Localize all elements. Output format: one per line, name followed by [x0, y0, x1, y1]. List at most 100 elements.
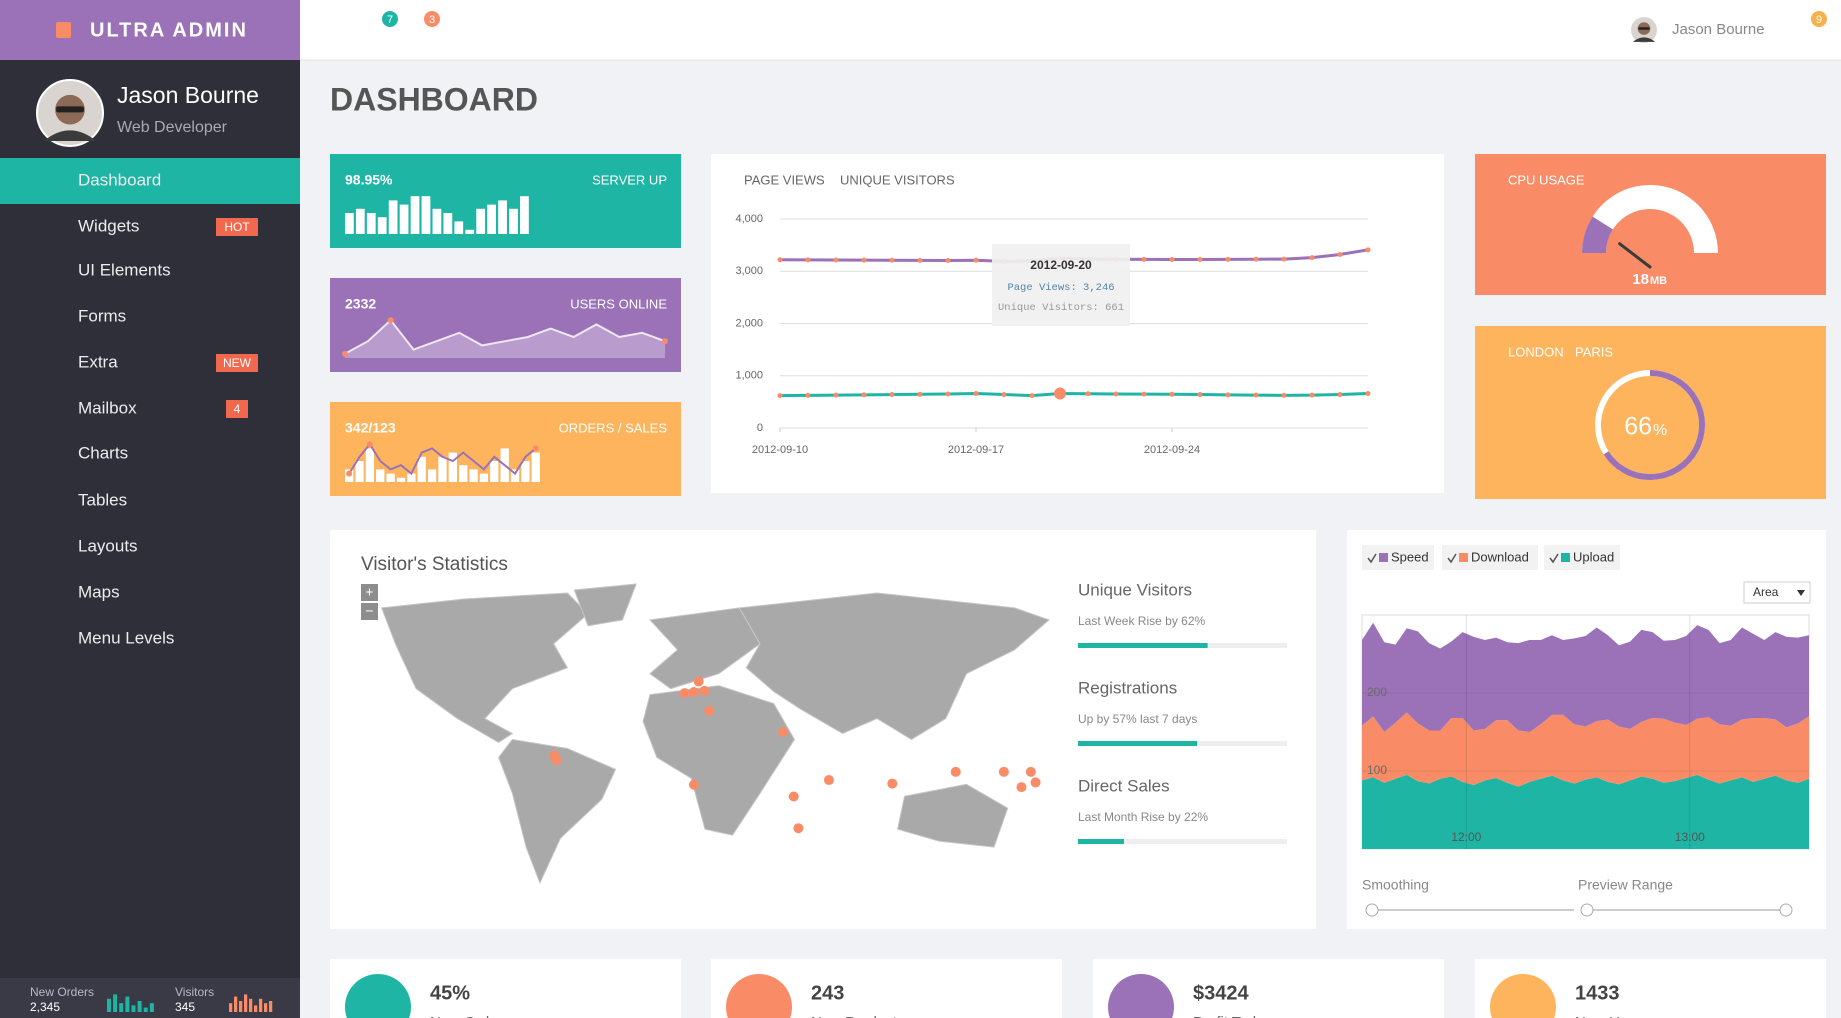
card-icon — [1108, 974, 1174, 1018]
zoom-button-text[interactable]: − — [365, 603, 373, 619]
legend-label[interactable]: Speed — [1391, 549, 1429, 564]
notification-badge[interactable] — [1811, 11, 1827, 27]
card-value: 45% — [430, 982, 470, 1004]
menu-item[interactable]: Mailbox 4 — [78, 398, 248, 418]
series-point — [1365, 391, 1371, 397]
mode-select[interactable] — [1743, 581, 1811, 604]
map-marker — [1025, 766, 1036, 777]
tile-bar — [345, 213, 354, 234]
weather-tab[interactable]: LONDON — [1508, 344, 1564, 359]
menu-label[interactable]: Menu Levels — [78, 628, 174, 647]
continent — [642, 685, 796, 836]
map-marker — [823, 775, 834, 786]
series-point — [889, 257, 895, 263]
footer-bar — [244, 994, 248, 1012]
tile-bar — [407, 473, 416, 482]
slider-handle[interactable] — [1779, 903, 1793, 917]
notification-count[interactable]: 9 — [1816, 14, 1822, 26]
menu-label[interactable]: Mailbox — [78, 398, 137, 417]
series-point — [777, 393, 783, 399]
legend-item[interactable]: Speed — [1362, 545, 1434, 570]
menu-label[interactable]: Dashboard — [78, 170, 161, 189]
legend-label[interactable]: UNIQUE VISITORS — [840, 172, 955, 187]
footer-bar — [264, 1003, 268, 1012]
tile-bar — [476, 208, 486, 234]
menu-item[interactable]: Tables — [78, 490, 127, 509]
menu-item[interactable]: Forms — [78, 306, 126, 325]
topbar-badge[interactable] — [382, 11, 398, 27]
topbar-badge-text[interactable]: 7 — [387, 14, 393, 26]
continent — [897, 783, 1009, 848]
menu-label[interactable]: Tables — [78, 490, 127, 509]
tile-bar — [498, 200, 507, 234]
map-marker — [704, 705, 715, 716]
menu-item[interactable]: Charts — [78, 443, 128, 462]
tile-value: 342/123 — [345, 420, 396, 436]
footer-bar — [259, 998, 263, 1012]
tile-bar — [365, 448, 375, 482]
menu-item[interactable]: Dashboard — [0, 158, 300, 204]
tooltip-bg — [992, 244, 1130, 326]
menu-item[interactable]: UI Elements — [78, 260, 171, 279]
footer-bar — [229, 1003, 233, 1012]
stat-tile: 98.95% SERVER UP — [330, 154, 681, 248]
slider-handle[interactable] — [1365, 903, 1379, 917]
tile-bar — [521, 461, 530, 482]
menu-label[interactable]: Maps — [78, 582, 120, 601]
tile-line — [348, 442, 537, 476]
menu-item[interactable]: Layouts — [78, 536, 138, 555]
menu-item[interactable]: Widgets HOT — [78, 216, 258, 236]
menu-item[interactable]: Menu Levels — [78, 628, 174, 647]
menu-label[interactable]: Extra — [78, 352, 118, 371]
slider-handle[interactable] — [1580, 903, 1594, 917]
menu-label[interactable]: Forms — [78, 306, 126, 325]
mode-select-text[interactable]: Area — [1753, 585, 1779, 599]
menu-badge-text: HOT — [224, 220, 250, 234]
series-point — [1197, 256, 1203, 262]
menu-label[interactable]: Widgets — [78, 216, 139, 235]
zoom-button-text[interactable]: + — [365, 584, 373, 600]
series-point — [1169, 391, 1175, 397]
zoom-button[interactable] — [361, 584, 378, 601]
topbar-badge-text[interactable]: 3 — [429, 14, 435, 26]
tile-line — [344, 318, 666, 355]
legend-item[interactable]: Download — [1442, 545, 1538, 570]
tile-bg — [330, 278, 681, 372]
tile-bar — [366, 213, 376, 234]
menu-badge-text: 4 — [234, 402, 241, 416]
series-point — [1029, 393, 1035, 399]
legend-label[interactable]: Download — [1471, 549, 1529, 564]
menu-item[interactable]: Maps — [78, 582, 120, 601]
x-tick-label: 2012-09-10 — [752, 444, 808, 456]
legend-item[interactable]: Upload — [1544, 545, 1620, 570]
profile-role: Web Developer — [117, 119, 228, 136]
topbar-avatar — [1629, 15, 1659, 45]
menu-label[interactable]: UI Elements — [78, 260, 171, 279]
menu-label[interactable]: Charts — [78, 443, 128, 462]
series-point — [945, 258, 951, 264]
tile-area — [345, 320, 665, 358]
topbar-user[interactable]: Jason Bourne — [1672, 21, 1765, 38]
tile-bar — [377, 217, 387, 234]
tile-bg — [1475, 154, 1826, 295]
legend-bg[interactable] — [1442, 545, 1538, 570]
menu-label[interactable]: Layouts — [78, 536, 138, 555]
weather-tab[interactable]: PARIS — [1575, 344, 1613, 359]
menu-item[interactable]: Extra NEW — [78, 352, 258, 372]
zoom-button[interactable] — [361, 603, 378, 620]
series-point — [1113, 391, 1119, 397]
footer-bar — [234, 996, 238, 1012]
y-tick-label: 100 — [1367, 763, 1387, 777]
legend-swatch — [1379, 553, 1388, 562]
map-marker — [778, 726, 789, 737]
legend-label[interactable]: PAGE VIEWS — [744, 172, 825, 187]
legend-label[interactable]: Upload — [1573, 549, 1614, 564]
legend-check — [1549, 553, 1559, 564]
control-label: Preview Range — [1578, 877, 1673, 893]
footer-bar — [269, 1001, 273, 1012]
series-point — [1001, 392, 1007, 398]
stat-text: Up by 57% last 7 days — [1078, 712, 1197, 726]
topbar-badge[interactable] — [424, 11, 440, 27]
